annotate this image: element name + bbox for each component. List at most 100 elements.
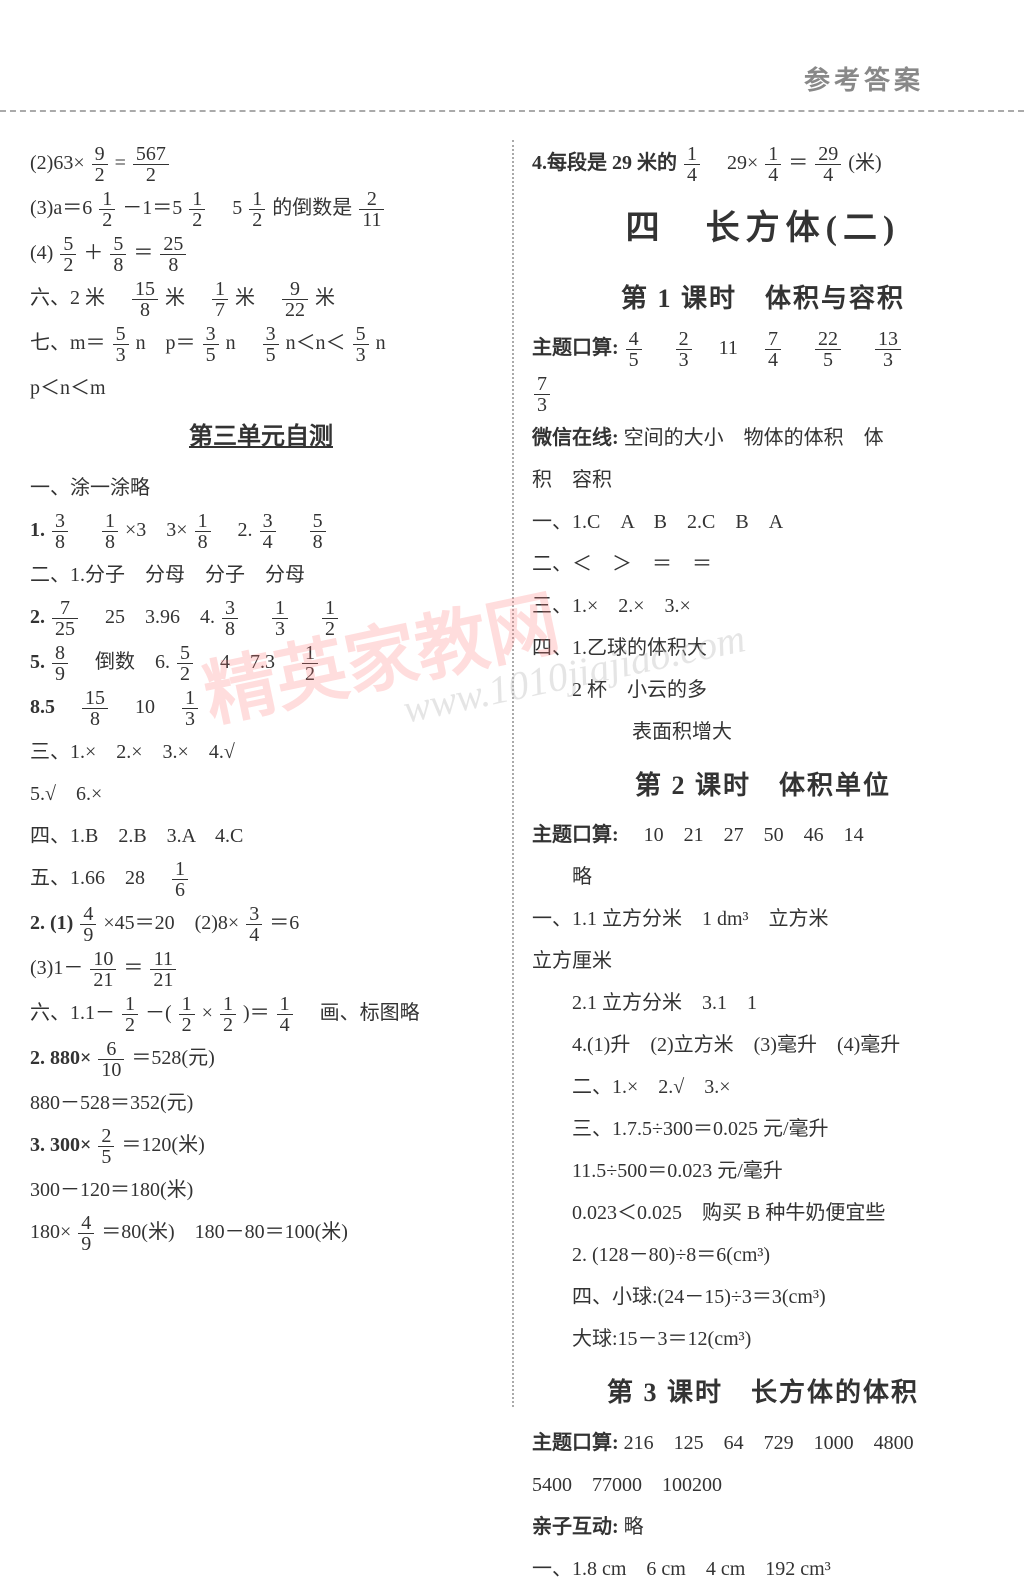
text: 180× [30, 1221, 71, 1243]
fraction: 12 [179, 994, 195, 1035]
header-rule [0, 110, 1024, 112]
text: ＝120(米) [121, 1134, 204, 1156]
left-column: (2)63× 92 = 5672 (3)a＝6 12 －1＝5 12 5 12 … [30, 140, 502, 1592]
line: 七、m＝ 53 n p＝ 35 n 35 n＜n＜ 53 n [30, 324, 492, 365]
fraction: 725 [52, 598, 78, 639]
fraction: 225 [815, 329, 841, 370]
text: 216 125 64 729 1000 4800 [624, 1432, 914, 1454]
text: 3. 300× [30, 1134, 91, 1156]
fraction: 49 [80, 904, 96, 945]
line: 0.023＜0.025 购买 B 种牛奶便宜些 [532, 1194, 994, 1232]
fraction: 12 [322, 598, 338, 639]
text [75, 519, 95, 541]
fraction: 14 [277, 994, 293, 1035]
line: 5400 77000 100200 [532, 1466, 994, 1504]
fraction: 92 [92, 144, 108, 185]
line: 一、1.8 cm 6 cm 4 cm 192 cm³ [532, 1550, 994, 1588]
text: 略 [624, 1516, 644, 1538]
fraction: 14 [684, 144, 700, 185]
line: 4.(1)升 (2)立方米 (3)毫升 (4)毫升 [532, 1026, 994, 1064]
text: 8.5 [30, 696, 75, 718]
line: 六、2 米 158 米 17 米 922 米 [30, 279, 492, 320]
text [283, 519, 303, 541]
fraction: 12 [189, 189, 205, 230]
line: (2)63× 92 = 5672 [30, 144, 492, 185]
line: 六、1.1－ 12 －( 12 × 12 )＝ 14 画、标图略 [30, 994, 492, 1035]
text: )＝ [243, 1002, 270, 1024]
line: 300－120＝180(米) [30, 1171, 492, 1209]
text: 4.每段是 29 米的 [532, 152, 677, 174]
fraction: 12 [220, 994, 236, 1035]
text: n＜n＜ [286, 332, 346, 354]
text: n [376, 332, 386, 354]
text: (3)a＝6 [30, 197, 97, 219]
fraction: 258 [160, 234, 186, 275]
fraction: 294 [815, 144, 841, 185]
text: 亲子互动: [532, 1516, 619, 1538]
line: 73 [532, 374, 994, 415]
line: 2. (128－80)÷8＝6(cm³) [532, 1236, 994, 1274]
text: －1＝5 [122, 197, 187, 219]
line: 5. 89 倒数 6. 52 4 7.3 12 [30, 643, 492, 684]
text: ＋ [83, 242, 103, 264]
line: 1. 38 18 ×3 3× 18 2. 34 58 [30, 511, 492, 552]
text: 画、标图略 [300, 1002, 420, 1024]
fraction: 35 [203, 324, 219, 365]
text: ＝80(米) 180－80＝100(米) [101, 1221, 348, 1243]
fraction: 133 [875, 329, 901, 370]
fraction: 1021 [90, 949, 116, 990]
line: (3)1－ 1021 ＝ 1121 [30, 949, 492, 990]
line: 2. 880× 610 ＝528(元) [30, 1039, 492, 1080]
lesson1-heading: 第 1 课时 体积与容积 [532, 274, 994, 323]
text: 2. [30, 606, 45, 628]
text [788, 337, 808, 359]
text: 米 [315, 287, 335, 309]
text [848, 337, 868, 359]
fraction: 34 [246, 904, 262, 945]
fraction: 52 [60, 234, 76, 275]
fraction: 18 [195, 511, 211, 552]
fraction: 35 [263, 324, 279, 365]
text: 29× [707, 152, 758, 174]
text: 11 [699, 337, 758, 359]
text: 微信在线: [532, 427, 619, 449]
fraction: 52 [177, 643, 193, 684]
text: 5. [30, 651, 45, 673]
line: 四、1.乙球的体积大 [532, 629, 994, 667]
line: 8.5 158 10 13 [30, 688, 492, 729]
fraction: 38 [222, 598, 238, 639]
fraction: 45 [626, 329, 642, 370]
line: 880－528＝352(元) [30, 1084, 492, 1122]
fraction: 158 [82, 688, 108, 729]
line: 2 杯 小云的多 [532, 671, 994, 709]
text: 七、m＝ [30, 332, 106, 354]
text: n p＝ [136, 332, 196, 354]
text: 5 [212, 197, 247, 219]
text: ＝528(元) [131, 1047, 214, 1069]
line: 一、涂一涂略 [30, 469, 492, 507]
fraction: 18 [102, 511, 118, 552]
text: 六、1.1－ [30, 1002, 115, 1024]
fraction: 34 [260, 511, 276, 552]
fraction: 13 [272, 598, 288, 639]
line: 二、1.分子 分母 分子 分母 [30, 556, 492, 594]
fraction: 25 [98, 1126, 114, 1167]
text: 2. 880× [30, 1047, 91, 1069]
text: －( [145, 1002, 172, 1024]
text: ＝ [133, 242, 153, 264]
line: 180× 49 ＝80(米) 180－80＝100(米) [30, 1213, 492, 1254]
line: 主题口算: 10 21 27 50 46 14 [532, 816, 994, 854]
text: ×45＝20 (2)8× [103, 912, 239, 934]
fraction: 158 [132, 279, 158, 320]
column-divider [512, 140, 514, 1407]
text: 倒数 6. [75, 651, 170, 673]
line: 11.5÷500＝0.023 元/毫升 [532, 1152, 994, 1190]
lesson3-heading: 第 3 课时 长方体的体积 [532, 1368, 994, 1417]
line: 4.每段是 29 米的 14 29× 14 ＝ 294 (米) [532, 144, 994, 185]
text: 主题口算: [532, 824, 619, 846]
fraction: 38 [52, 511, 68, 552]
text: 米 [165, 287, 205, 309]
line: 三、1.× 2.× 3.× 4.√ [30, 733, 492, 771]
line: 3. 300× 25 ＝120(米) [30, 1126, 492, 1167]
text: 六、2 米 [30, 287, 125, 309]
